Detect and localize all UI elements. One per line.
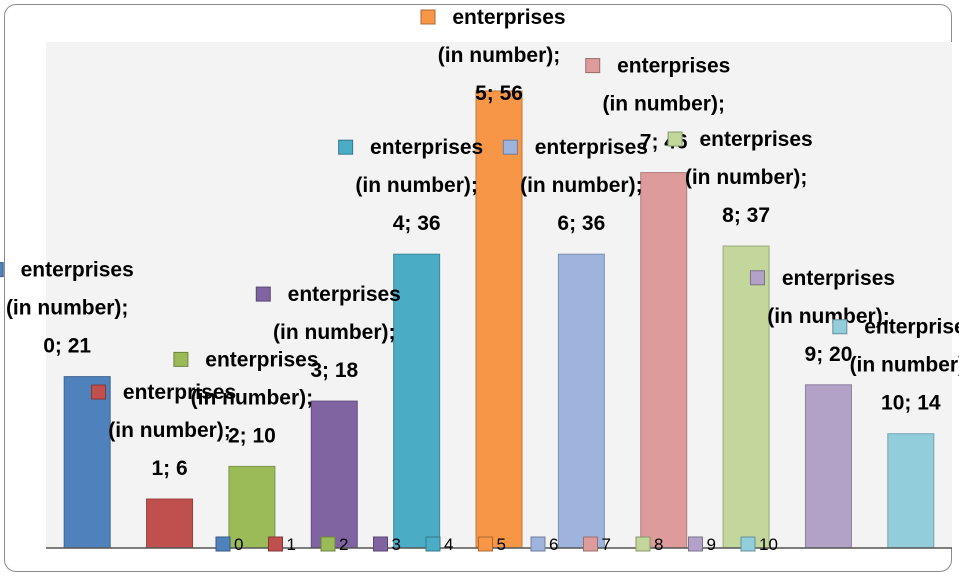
bar-0 bbox=[63, 376, 111, 549]
legend-swatch-0 bbox=[215, 536, 231, 552]
data-label-line: 4; 36 bbox=[393, 212, 441, 235]
legend-label-0: 0 bbox=[234, 535, 243, 554]
data-label-marker bbox=[585, 58, 601, 74]
data-label-line: enterprises bbox=[21, 259, 134, 282]
data-label-8: enterprises (in number); 8; 37 bbox=[667, 128, 813, 227]
data-label-line: 6; 36 bbox=[557, 212, 605, 235]
data-label-marker bbox=[832, 319, 848, 335]
data-label-line: (in number); bbox=[767, 305, 889, 328]
data-label-line: 8; 37 bbox=[722, 204, 770, 227]
bar-8 bbox=[722, 245, 770, 549]
legend-swatch-7 bbox=[583, 536, 598, 552]
data-label-line: enterprises bbox=[864, 316, 959, 339]
data-label-line: enterprises bbox=[370, 136, 483, 159]
data-label-marker bbox=[91, 384, 107, 400]
legend-label-7: 7 bbox=[602, 535, 611, 554]
data-label-line: (in number); bbox=[6, 297, 128, 320]
legend-swatch-8 bbox=[635, 536, 651, 552]
data-label-line: 9; 20 bbox=[805, 343, 853, 366]
data-label-line: enterprises bbox=[452, 6, 565, 29]
legend-label-9: 9 bbox=[707, 535, 716, 554]
legend-label-8: 8 bbox=[654, 535, 663, 554]
legend-swatch-6 bbox=[530, 536, 546, 552]
bar-10 bbox=[887, 433, 935, 549]
data-label-0: enterprises (in number); 0; 21 bbox=[0, 259, 134, 358]
data-label-line: 5; 56 bbox=[475, 82, 523, 105]
data-labels-group: enterprises(in number);0; 21enterprises(… bbox=[0, 6, 959, 480]
data-label-marker bbox=[338, 139, 354, 155]
data-label-1: enterprises (in number); 1; 6 bbox=[91, 381, 236, 480]
data-label-line: (in number); bbox=[602, 93, 724, 116]
data-label-line: (in number); bbox=[850, 354, 959, 377]
data-label-line: enterprises bbox=[205, 348, 318, 371]
legend-swatch-10 bbox=[740, 536, 756, 552]
legend-label-1: 1 bbox=[287, 535, 296, 554]
bar-7 bbox=[640, 172, 688, 549]
data-label-line: enterprises bbox=[123, 381, 236, 404]
data-label-line: enterprises bbox=[535, 136, 648, 159]
legend-label-5: 5 bbox=[497, 535, 506, 554]
legend: 0 1 2 3 4 5 6 7 8 9 10 bbox=[215, 535, 778, 554]
bar-9 bbox=[804, 384, 852, 549]
legend-label-2: 2 bbox=[339, 535, 348, 554]
bar-5 bbox=[475, 90, 523, 549]
bar-1 bbox=[146, 498, 194, 549]
data-label-2: enterprises (in number); 2; 10 bbox=[173, 348, 319, 447]
data-label-marker bbox=[420, 9, 436, 25]
data-label-marker bbox=[749, 270, 765, 286]
bar-6 bbox=[557, 253, 605, 549]
legend-swatch-9 bbox=[688, 536, 703, 552]
data-label-line: enterprises bbox=[617, 55, 730, 78]
data-label-marker bbox=[667, 131, 683, 147]
data-label-line: (in number); bbox=[355, 174, 477, 197]
data-label-line: (in number); bbox=[520, 174, 642, 197]
data-label-marker bbox=[502, 139, 518, 155]
data-label-marker bbox=[173, 351, 189, 367]
data-label-line: enterprises bbox=[699, 128, 812, 151]
data-label-line: 3; 18 bbox=[310, 359, 358, 382]
legend-swatch-3 bbox=[373, 536, 388, 552]
data-label-9: enterprises (in number); 9; 20 bbox=[749, 267, 895, 366]
legend-label-4: 4 bbox=[444, 535, 453, 554]
legend-label-10: 10 bbox=[759, 535, 778, 554]
data-label-marker bbox=[0, 262, 4, 278]
legend-label-6: 6 bbox=[549, 535, 558, 554]
bars-group bbox=[63, 90, 935, 549]
data-label-4: enterprises (in number); 4; 36 bbox=[338, 136, 483, 235]
legend-swatch-4 bbox=[425, 536, 441, 552]
legend-swatch-2 bbox=[320, 536, 336, 552]
legend-swatch-5 bbox=[478, 536, 493, 552]
data-label-line: 2; 10 bbox=[228, 424, 276, 447]
data-label-line: 1; 6 bbox=[151, 457, 187, 480]
data-label-line: (in number); bbox=[191, 386, 313, 409]
data-label-line: (in number); bbox=[685, 166, 807, 189]
data-label-6: enterprises (in number); 6; 36 bbox=[502, 136, 648, 235]
data-label-marker bbox=[255, 286, 271, 302]
data-label-7: enterprises(in number);7; 46 bbox=[585, 55, 730, 154]
data-label-line: 10; 14 bbox=[881, 392, 941, 415]
data-label-line: (in number); bbox=[438, 44, 560, 67]
data-label-5: enterprises (in number); 5; 56 bbox=[420, 6, 566, 105]
data-label-line: 0; 21 bbox=[43, 335, 91, 358]
data-label-line: (in number); bbox=[108, 419, 230, 442]
data-label-line: enterprises bbox=[782, 267, 895, 290]
data-label-3: enterprises (in number); 3; 18 bbox=[255, 283, 401, 382]
data-label-10: enterprises (in number); 10; 14 bbox=[832, 316, 959, 415]
data-label-line: enterprises bbox=[288, 283, 401, 306]
legend-label-3: 3 bbox=[392, 535, 401, 554]
data-label-line: (in number); bbox=[273, 321, 395, 344]
bar-3 bbox=[310, 400, 358, 549]
legend-swatch-1 bbox=[268, 536, 283, 552]
